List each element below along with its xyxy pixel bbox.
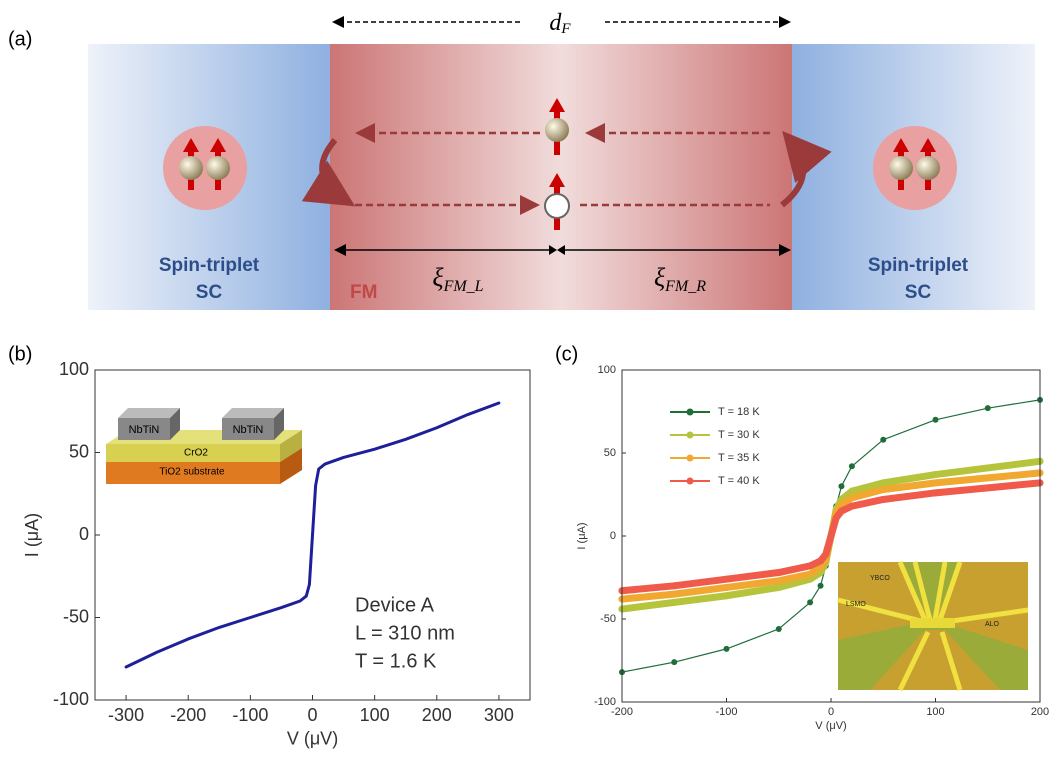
y-tick-label: 0 [610,530,616,542]
x-axis-label: V (μV) [815,720,846,732]
x-axis-label: V (μV) [287,728,338,748]
inset-label: LSMO [846,601,866,608]
y-tick-label: 100 [598,364,616,376]
data-point [838,483,844,489]
data-point [807,562,814,569]
subscript: FM_L [443,278,484,295]
x-tick-label: 100 [360,705,390,725]
legend-label: T = 30 K [718,429,760,441]
micrograph-inset [838,562,1028,690]
x-tick-label: 0 [828,706,834,718]
sc-label: SC [196,282,223,303]
data-point [838,508,845,515]
annotation: Device A [355,594,435,616]
data-point [776,626,782,632]
data-point [723,584,730,591]
panel-label: (a) [8,28,32,50]
y-tick-label: 0 [79,524,89,544]
cooper-pair-right [873,126,957,210]
data-point [984,474,991,481]
data-point [724,646,730,652]
data-point [932,489,939,496]
data-point [880,486,887,493]
subscript: F [560,21,571,37]
sc-label: Spin-triplet [159,255,260,276]
inset-label: ALO [985,621,1000,628]
data-point [933,417,939,423]
data-point [671,659,677,665]
y-axis-label: I (μA) [22,513,42,557]
inset-label: CrO2 [184,448,208,459]
data-point [848,494,855,501]
x-tick-label: 100 [926,706,944,718]
data-point [775,577,782,584]
data-point [984,484,991,491]
data-point [671,599,678,606]
legend-label: T = 35 K [718,452,760,464]
data-point [932,479,939,486]
data-point [775,569,782,576]
x-tick-label: -300 [108,705,144,725]
figure: (a) dF ξFM_L ξFM_R Spin-triplet SC Spin-… [0,0,1050,762]
x-tick-label: 200 [422,705,452,725]
sc-label: SC [905,282,932,303]
inset-label: YBCO [870,575,890,582]
data-point [880,479,887,486]
data-point [932,471,939,478]
y-tick-label: 100 [59,359,89,379]
panel-label: (b) [8,343,32,365]
y-axis-label: I (μA) [576,522,588,549]
legend-swatch [687,409,694,416]
x-tick-label: -200 [170,705,206,725]
data-point [807,571,814,578]
x-tick-label: 0 [307,705,317,725]
width-label: dF [549,10,571,38]
data-point [818,583,824,589]
data-point [822,551,829,558]
y-tick-label: 50 [604,447,616,459]
fm-region [330,44,792,310]
legend-label: T = 40 K [718,475,760,487]
data-point [833,514,840,521]
inset-label: NbTiN [129,424,160,436]
data-point [828,533,835,540]
annotation: T = 1.6 K [355,650,437,672]
legend-swatch [687,455,694,462]
panel-label: (c) [555,343,578,365]
data-point [723,576,730,583]
fm-label: FM [350,282,377,303]
legend-swatch [687,432,694,439]
data-point [849,463,855,469]
x-tick-label: 300 [484,705,514,725]
y-tick-label: -50 [600,613,616,625]
x-tick-label: 200 [1031,706,1049,718]
y-tick-label: -100 [53,689,89,709]
data-point [984,464,991,471]
cooper-pair-left [163,126,247,210]
inset-label: NbTiN [233,424,264,436]
data-point [880,496,887,503]
data-point [671,582,678,589]
x-tick-label: -100 [715,706,737,718]
data-point [775,584,782,591]
y-tick-label: -50 [63,606,89,626]
data-point [671,591,678,598]
data-point [985,405,991,411]
legend-swatch [687,478,694,485]
y-tick-label: 50 [69,441,89,461]
legend-label: T = 18 K [718,406,760,418]
data-point [817,557,824,564]
sc-label: Spin-triplet [868,255,969,276]
subscript: FM_R [664,278,706,295]
data-point [723,592,730,599]
page: (a) dF ξFM_L ξFM_R Spin-triplet SC Spin-… [0,0,1050,767]
annotation: L = 310 nm [355,622,455,644]
data-point [848,503,855,510]
data-point [807,599,813,605]
y-tick-label: -100 [594,696,616,708]
x-tick-label: -100 [232,705,268,725]
inset-label: TiO2 substrate [159,467,225,478]
data-point [880,437,886,443]
